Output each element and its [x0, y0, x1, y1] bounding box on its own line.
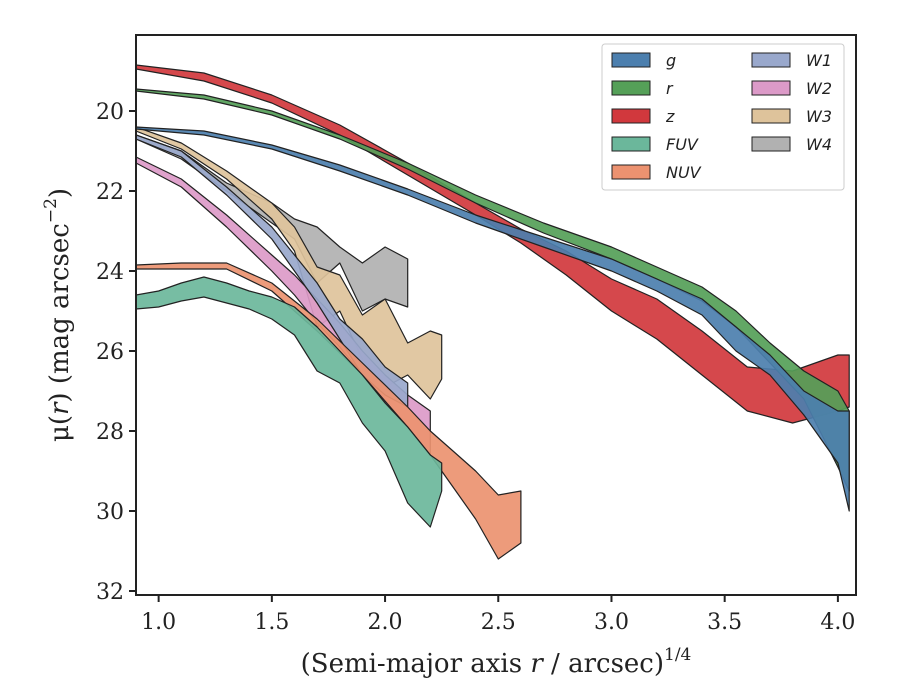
x-tick-label: 1.0 [141, 610, 176, 635]
legend-item-fuv: FUV [611, 135, 699, 154]
legend-item-w3: W3 [751, 107, 832, 126]
y-tick-label: 30 [96, 500, 124, 525]
legend-label: g [666, 51, 676, 70]
x-tick-label: 3.0 [594, 610, 629, 635]
plot-area [136, 64, 850, 560]
y-tick-label: 28 [96, 420, 124, 445]
y-tick-label: 24 [96, 260, 124, 285]
y-tick-label: 22 [96, 180, 124, 205]
y-tick-label: 20 [96, 100, 124, 125]
legend-swatch [611, 136, 651, 152]
legend-swatch [751, 80, 791, 96]
legend-swatch [751, 136, 791, 152]
legend-swatch [611, 80, 651, 96]
x-tick-label: 3.5 [707, 610, 742, 635]
series-band-fuv [136, 276, 443, 528]
y-axis: 20 22 24 26 28 30 32 [96, 100, 136, 605]
x-axis: 1.0 1.5 2.0 2.5 3.0 3.5 4.0 [141, 595, 855, 635]
legend-item-nuv: NUV [611, 163, 702, 182]
legend-swatch [611, 52, 651, 68]
legend-swatch [611, 164, 651, 180]
series-band-g [136, 126, 850, 512]
x-tick-label: 4.0 [820, 610, 855, 635]
legend-item-z: z [611, 107, 675, 126]
legend-label: FUV [666, 135, 699, 154]
y-axis-label: μ(r) (mag arcsec−2) [41, 188, 75, 442]
legend-item-r: r [611, 79, 674, 98]
legend-swatch [611, 108, 651, 124]
legend-label: W4 [806, 135, 832, 154]
legend-label: z [665, 107, 675, 126]
series-band-nuv [136, 262, 522, 560]
x-tick-label: 1.5 [254, 610, 289, 635]
legend-item-w2: W2 [751, 79, 832, 98]
legend-label: W2 [806, 79, 832, 98]
legend-label: W1 [806, 51, 832, 70]
legend-swatch [751, 108, 791, 124]
legend-swatch [751, 52, 791, 68]
x-tick-label: 2.5 [481, 610, 516, 635]
legend-label: W3 [806, 107, 832, 126]
legend-label: r [666, 79, 674, 98]
legend-item-w1: W1 [751, 51, 832, 70]
axes-frame [135, 34, 857, 596]
legend-label: NUV [666, 163, 702, 182]
legend-item-g: g [611, 51, 676, 70]
x-tick-label: 2.0 [368, 610, 403, 635]
series-band-w3 [136, 126, 443, 400]
y-tick-label: 26 [96, 340, 124, 365]
legend-item-w4: W4 [751, 135, 832, 154]
legend: grz FUV NUV W1 W2 W3 W4 [601, 43, 845, 191]
y-tick-label: 32 [96, 580, 124, 605]
x-axis-label: (Semi-major axis r / arcsec)1/4 [301, 645, 692, 679]
